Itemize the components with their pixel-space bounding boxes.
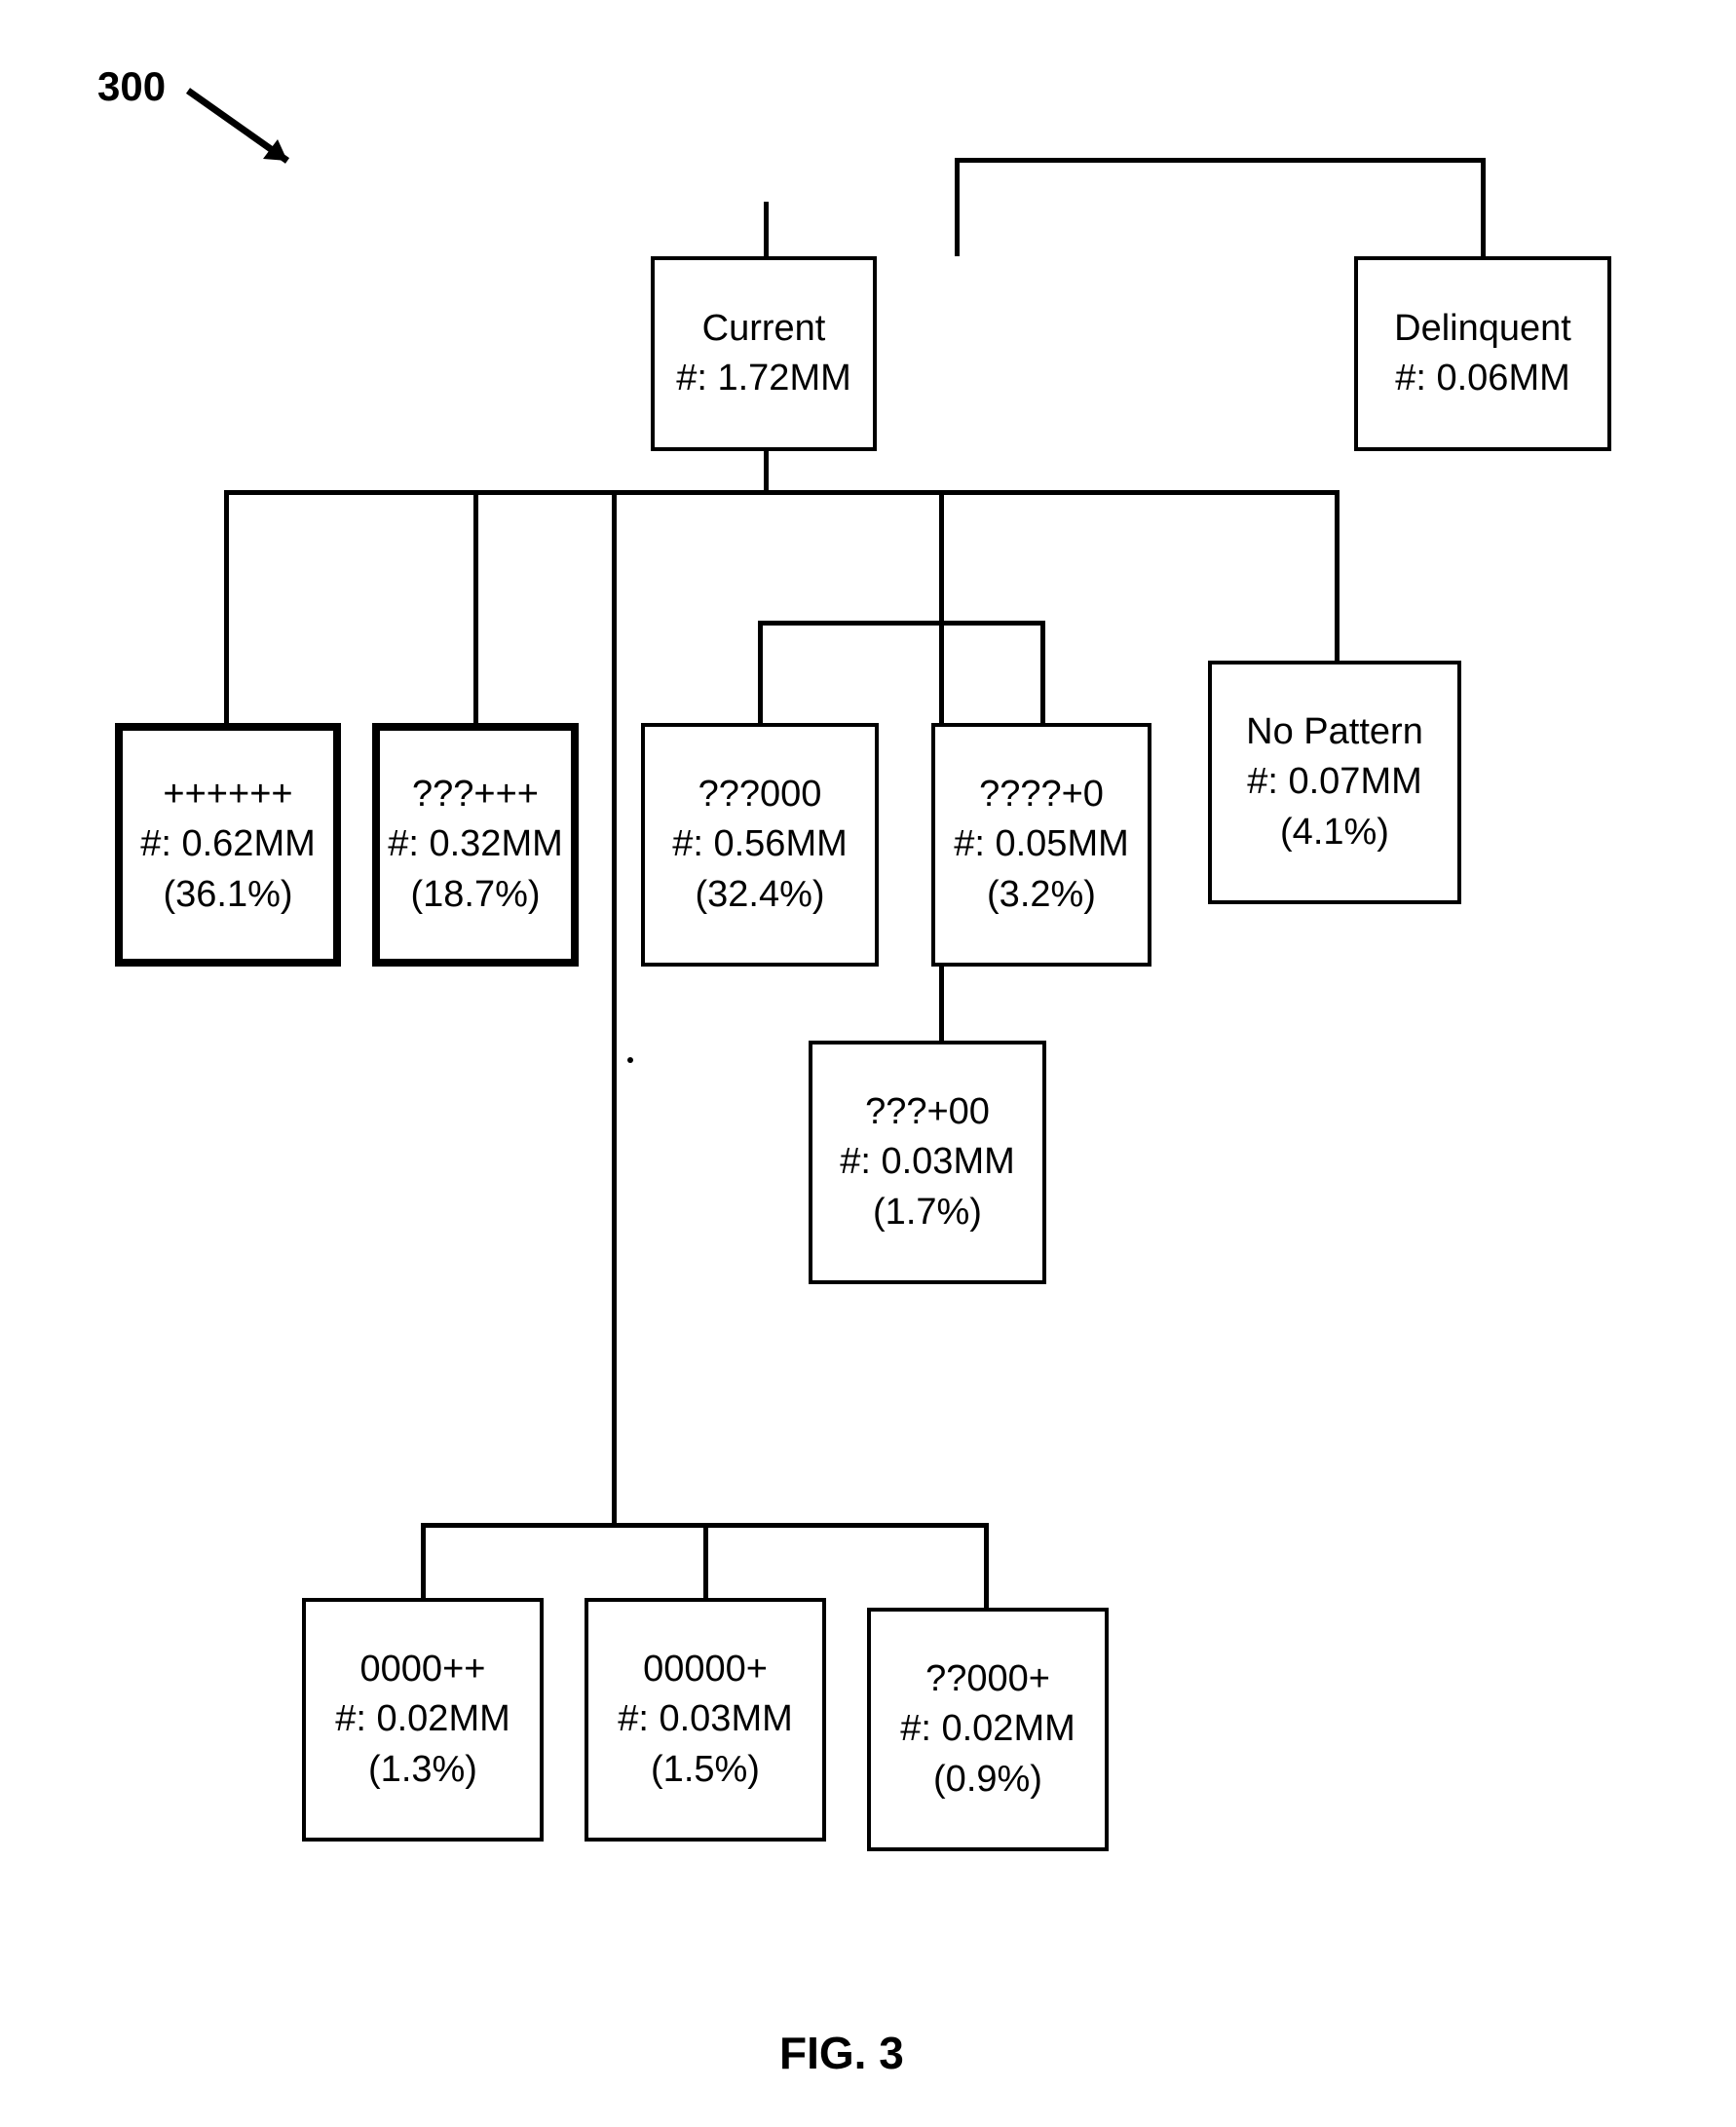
node-line: #: 0.03MM [618,1694,793,1744]
artifact-dot [627,1057,633,1063]
edge [224,490,229,723]
node-line: #: 0.03MM [840,1137,1015,1187]
node-line: #: 0.02MM [900,1704,1076,1754]
node-line: #: 0.07MM [1247,757,1422,807]
node-nopattern: No Pattern#: 0.07MM(4.1%) [1208,661,1461,904]
edge [1335,490,1340,661]
diagram-canvas: 300 Current#: 1.72MM Delinquent#: 0.06MM +… [0,0,1736,2127]
node-n8: ??000+#: 0.02MM(0.9%) [867,1608,1109,1851]
node-line: (32.4%) [695,870,824,920]
node-line: #: 0.32MM [388,819,563,869]
node-line: ++++++ [163,770,292,819]
node-line: (1.3%) [368,1745,477,1795]
edge [612,490,617,1523]
edge [984,1523,989,1608]
edge [955,158,960,256]
node-line: (3.2%) [987,870,1096,920]
node-line: 0000++ [360,1645,486,1694]
node-line: (18.7%) [410,870,540,920]
node-line: Delinquent [1394,304,1571,354]
node-line: #: 1.72MM [676,354,851,403]
node-n5: ???+00#: 0.03MM(1.7%) [809,1041,1046,1284]
node-line: (0.9%) [933,1755,1042,1804]
node-line: ???000 [698,770,822,819]
node-n1: ++++++#: 0.62MM(36.1%) [115,723,341,967]
figure-ref-label: 300 [97,63,166,110]
edge [1481,158,1486,256]
edge [473,490,478,723]
figure-caption: FIG. 3 [779,2027,904,2079]
node-line: #: 0.05MM [954,819,1129,869]
edge [421,1523,426,1598]
node-line: #: 0.56MM [672,819,848,869]
node-line: #: 0.06MM [1395,354,1570,403]
edge [764,451,769,490]
node-line: ??000+ [925,1654,1050,1704]
node-line: No Pattern [1246,707,1423,757]
node-n6: 0000++#: 0.02MM(1.3%) [302,1598,544,1842]
node-n4: ????+0#: 0.05MM(3.2%) [931,723,1151,967]
node-n3: ???000#: 0.56MM(32.4%) [641,723,879,967]
edge [1040,621,1045,723]
edge [955,158,1485,163]
node-line: (1.5%) [651,1745,760,1795]
node-line: #: 0.02MM [335,1694,510,1744]
node-line: Current [702,304,826,354]
edge [758,621,763,723]
node-line: (1.7%) [873,1188,982,1237]
node-line: (36.1%) [163,870,292,920]
node-line: ???+++ [412,770,539,819]
node-line: ????+0 [979,770,1104,819]
node-n2: ???+++#: 0.32MM(18.7%) [372,723,579,967]
figure-ref-arrow-icon [180,83,317,190]
edge [758,621,1044,626]
node-current: Current#: 1.72MM [651,256,877,451]
edge [224,490,1335,495]
edge [703,1523,708,1598]
node-line: ???+00 [865,1087,990,1137]
node-line: #: 0.62MM [140,819,316,869]
node-line: (4.1%) [1280,808,1389,857]
node-n7: 00000+#: 0.03MM(1.5%) [585,1598,826,1842]
node-delinquent: Delinquent#: 0.06MM [1354,256,1611,451]
node-line: 00000+ [643,1645,768,1694]
edge [764,202,769,256]
